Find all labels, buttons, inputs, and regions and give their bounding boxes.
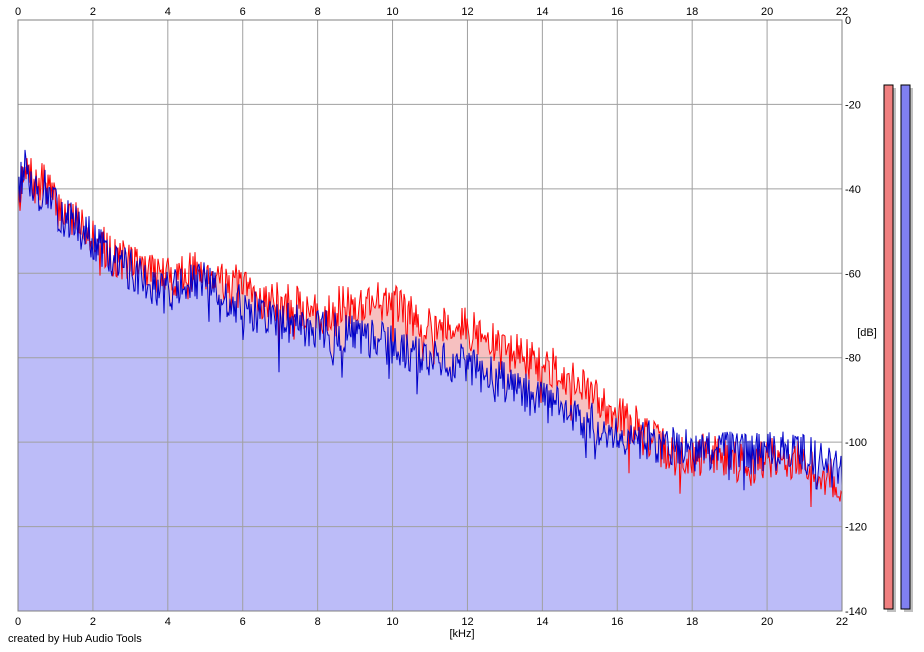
spectrum-fills [18, 149, 842, 611]
plot-frame [17, 19, 843, 612]
x-tick-label-bottom: 0 [15, 616, 21, 628]
x-tick-label-top: 4 [165, 6, 171, 18]
y-tick-label: -40 [845, 184, 861, 196]
x-tick-label-bottom: 10 [386, 616, 398, 628]
y-tick-labels: 0 -20 -40 -60 -80 -100 -120 -140 [845, 15, 867, 618]
grid-lines [18, 20, 842, 611]
x-tick-label-bottom: 12 [461, 616, 473, 628]
x-tick-label-top: 0 [15, 6, 21, 18]
x-tick-label-bottom: 8 [315, 616, 321, 628]
x-tick-label-bottom: 18 [686, 616, 698, 628]
level-meters [883, 84, 913, 612]
y-tick-label: -140 [845, 606, 867, 618]
meter-red [883, 84, 894, 610]
y-tick-label: 0 [845, 15, 851, 27]
y-tick-label: -20 [845, 99, 861, 111]
x-tick-label-top: 10 [386, 6, 398, 18]
x-tick-label-bottom: 14 [536, 616, 548, 628]
blue-series-fill [18, 149, 842, 611]
x-tick-label-top: 18 [686, 6, 698, 18]
x-tick-label-bottom: 6 [240, 616, 246, 628]
x-tick-label-bottom: 16 [611, 616, 623, 628]
x-tick-label-top: 14 [536, 6, 548, 18]
x-tick-label-top: 16 [611, 6, 623, 18]
x-tick-labels-bottom: 0 2 4 6 8 10 12 14 16 18 20 22 [15, 616, 848, 628]
y-tick-label: -60 [845, 268, 861, 280]
x-tick-label-bottom: 2 [90, 616, 96, 628]
x-tick-label-bottom: 4 [165, 616, 171, 628]
x-tick-labels-top: 0 2 4 6 8 10 12 14 16 18 20 22 [15, 6, 848, 18]
y-tick-label: -100 [845, 437, 867, 449]
credit-text: created by Hub Audio Tools [8, 633, 142, 645]
x-tick-label-top: 6 [240, 6, 246, 18]
blue-series-line [17, 149, 843, 491]
y-tick-label: -120 [845, 522, 867, 534]
x-tick-label-top: 8 [315, 6, 321, 18]
plot-border [17, 19, 843, 612]
meter-blue [900, 84, 911, 610]
y-axis-label: [dB] [857, 327, 877, 339]
x-tick-label-top: 22 [836, 6, 848, 18]
spectrum-lines [17, 149, 843, 508]
x-tick-label-top: 20 [761, 6, 773, 18]
x-tick-label-top: 2 [90, 6, 96, 18]
x-axis-label: [kHz] [449, 628, 474, 640]
x-tick-label-bottom: 20 [761, 616, 773, 628]
y-tick-label: -80 [845, 353, 861, 365]
x-tick-label-bottom: 22 [836, 616, 848, 628]
x-tick-label-top: 12 [461, 6, 473, 18]
